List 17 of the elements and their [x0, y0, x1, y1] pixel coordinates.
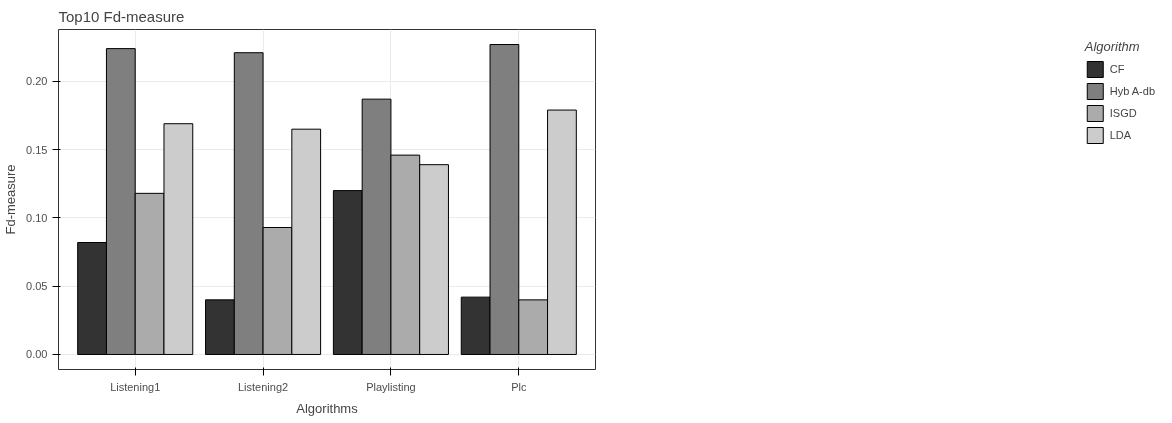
- chart-title: Top10 Fd-measure: [58, 7, 185, 25]
- x-tick-label: Playlisting: [366, 380, 416, 393]
- x-axis-title: Algorithms: [296, 400, 359, 416]
- legend-label: ISGD: [1109, 107, 1137, 119]
- legend-label: Hyb A-db: [1109, 85, 1155, 97]
- x-tick-label: Listening2: [238, 380, 289, 393]
- y-tick-label: 0.15: [26, 143, 48, 156]
- y-tick-label: 0.00: [26, 348, 48, 361]
- x-tick-label: Plc: [511, 380, 527, 393]
- legend-label: LDA: [1109, 129, 1132, 141]
- x-tick-label: Listening1: [110, 380, 161, 393]
- y-tick-label: 0.05: [26, 280, 48, 293]
- legend-title: Algorithm: [1084, 39, 1141, 54]
- y-axis-title: Fd-measure: [3, 164, 19, 235]
- legend-label: CF: [1109, 63, 1126, 75]
- y-tick-label: 0.10: [26, 211, 48, 224]
- y-tick-label: 0.20: [26, 75, 48, 88]
